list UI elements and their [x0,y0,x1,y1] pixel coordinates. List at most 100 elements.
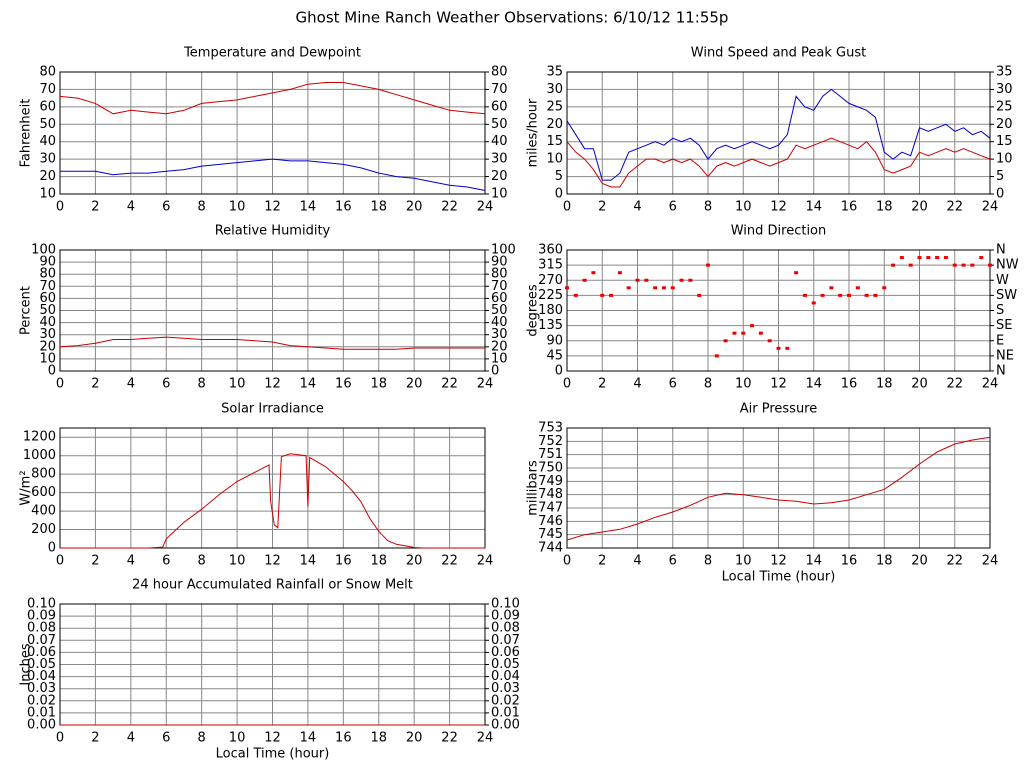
y-tick-label: 0.01 [27,705,56,720]
y2-tick-label: 0.03 [491,681,520,696]
point [617,271,622,275]
y2-tick-label: 15 [996,134,1013,149]
point [714,354,719,358]
y2-tick-label: N [996,364,1006,379]
x-tick-label: 0 [563,377,571,392]
y2-tick-label: 0 [491,364,499,379]
y-tick-label: 749 [538,474,563,489]
y2-tick-label: 50 [491,303,508,318]
point [591,271,596,275]
y-tick-label: 753 [538,421,563,436]
x-tick-label: 0 [56,554,64,569]
y-tick-label: 10 [39,187,56,202]
y2-tick-label: 60 [491,99,508,114]
series-line [566,88,991,181]
series-line [59,336,485,350]
x-tick-label: 2 [91,377,99,392]
series-line [566,436,991,541]
y-tick-label: 135 [538,318,563,333]
y-tick-label: 80 [39,65,56,80]
y-tick-label: 60 [39,291,56,306]
x-tick-label: 20 [911,200,928,215]
y2-tick-label: N [996,243,1006,258]
x-tick-label: 8 [198,200,206,215]
plot-frame [59,71,486,195]
y-tick-label: 180 [538,303,563,318]
y-tick-label: 270 [538,273,563,288]
y2-tick-label: 0.04 [491,669,520,684]
y-tick-label: 0.09 [27,609,56,624]
y-tick-label: 0 [48,364,56,379]
y2-tick-label: 40 [491,315,508,330]
point [573,293,578,297]
x-tick-label: 14 [805,377,822,392]
y2-tick-label: 0.01 [491,705,520,720]
point [732,331,737,335]
y2-tick-label: 30 [491,152,508,167]
x-tick-label: 0 [56,200,64,215]
y-tick-label: 90 [39,255,56,270]
point [785,346,790,350]
y-tick-label: 1000 [23,448,56,463]
x-tick-label: 12 [264,554,281,569]
x-tick-label: 24 [982,554,999,569]
y-tick-label: 360 [538,243,563,258]
x-tick-label: 18 [876,554,893,569]
point [670,286,675,290]
y-tick-label: 20 [39,339,56,354]
x-tick-label: 20 [911,377,928,392]
y2-tick-label: 90 [491,255,508,270]
y-tick-label: 10 [39,351,56,366]
y2-tick-label: S [996,303,1004,318]
y-tick-label: 0 [48,541,56,556]
y2-tick-label: 70 [491,279,508,294]
chart-title: Temperature and Dewpoint [183,46,361,61]
plot-frame [59,427,486,549]
point [838,293,843,297]
point [600,293,605,297]
x-tick-label: 4 [127,200,135,215]
point [635,278,640,282]
x-tick-label: 22 [441,200,458,215]
x-tick-label: 20 [406,377,423,392]
x-tick-label: 10 [229,377,246,392]
chart-title: 24 hour Accumulated Rainfall or Snow Mel… [132,578,413,593]
point [609,293,614,297]
y-tick-label: 40 [39,315,56,330]
plot-frame [566,427,991,549]
x-tick-label: 22 [441,731,458,746]
x-tick-label: 24 [982,377,999,392]
point [741,331,746,335]
x-tick-label: 4 [633,200,641,215]
point [811,301,816,305]
y-tick-label: 50 [39,303,56,318]
y-tick-label: 25 [546,99,563,114]
x-tick-label: 16 [335,731,352,746]
x-tick-label: 24 [477,731,494,746]
y2-tick-label: W [996,273,1009,288]
x-tick-label: 10 [735,554,752,569]
x-tick-label: 14 [805,554,822,569]
y2-tick-label: 0.08 [491,621,520,636]
y2-tick-label: 0.09 [491,609,520,624]
y2-tick-label: 0 [996,187,1004,202]
x-tick-label: 2 [598,377,606,392]
y-tick-label: 0.06 [27,645,56,660]
y-tick-label: 30 [39,152,56,167]
y2-tick-label: E [996,333,1004,348]
x-tick-label: 14 [805,200,822,215]
y-tick-label: 751 [538,447,563,462]
x-tick-label: 12 [770,200,787,215]
x-tick-label: 4 [127,377,135,392]
chart-title: Air Pressure [740,402,818,417]
y-tick-label: 0.02 [27,693,56,708]
plot-frame [566,249,991,372]
x-tick-label: 14 [300,554,317,569]
point [679,278,684,282]
x-tick-label: 8 [704,554,712,569]
y-tick-label: 10 [546,152,563,167]
y2-tick-label: 20 [491,169,508,184]
y-tick-label: 315 [538,258,563,273]
